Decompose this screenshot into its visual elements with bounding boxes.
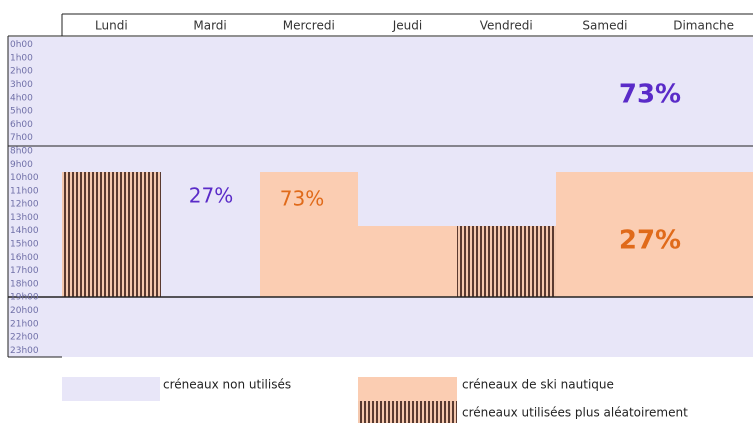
annotation: 73% <box>619 80 681 110</box>
hour-label: 20h00 <box>10 306 39 316</box>
day-label: Mardi <box>193 19 226 33</box>
day-label: Vendredi <box>480 19 533 33</box>
hour-label: 16h00 <box>10 253 39 263</box>
hour-label: 6h00 <box>10 120 33 130</box>
legend-swatch <box>358 401 457 423</box>
day-label: Jeudi <box>392 19 422 33</box>
hour-label: 0h00 <box>10 40 33 50</box>
annotation: 27% <box>189 184 233 208</box>
hour-label: 15h00 <box>10 240 39 250</box>
hour-label: 13h00 <box>10 213 39 223</box>
hour-label: 19h00 <box>10 293 39 303</box>
hour-label: 21h00 <box>10 319 39 329</box>
annotation: 73% <box>280 187 324 211</box>
legend-label: créneaux non utilisés <box>163 378 291 392</box>
hour-label: 10h00 <box>10 173 39 183</box>
hour-label: 18h00 <box>10 279 39 289</box>
legend-label: créneaux de ski nautique <box>462 378 614 392</box>
annotation: 27% <box>619 226 681 256</box>
random-block <box>457 226 556 297</box>
day-label: Dimanche <box>673 19 734 33</box>
hour-label: 9h00 <box>10 160 33 170</box>
hour-label: 8h00 <box>10 146 33 156</box>
hour-label: 11h00 <box>10 186 39 196</box>
hour-label: 5h00 <box>10 107 33 117</box>
hour-label: 2h00 <box>10 67 33 77</box>
ski-block <box>556 172 753 297</box>
legend-label: créneaux utilisées plus aléatoirement <box>462 406 688 420</box>
day-label: Lundi <box>95 19 128 33</box>
hour-label: 12h00 <box>10 200 39 210</box>
hour-label: 4h00 <box>10 93 33 103</box>
hour-label: 7h00 <box>10 133 33 143</box>
day-label: Mercredi <box>283 19 335 33</box>
legend-swatch <box>358 377 457 401</box>
ski-block <box>358 226 457 297</box>
hour-label: 22h00 <box>10 333 39 343</box>
hour-label: 14h00 <box>10 226 39 236</box>
hour-label: 3h00 <box>10 80 33 90</box>
ski-block <box>260 172 358 297</box>
hour-label: 1h00 <box>10 53 33 63</box>
hour-label: 17h00 <box>10 266 39 276</box>
hour-label: 23h00 <box>10 346 39 356</box>
legend-swatch <box>62 377 160 401</box>
day-label: Samedi <box>582 19 627 33</box>
random-block <box>62 172 161 297</box>
